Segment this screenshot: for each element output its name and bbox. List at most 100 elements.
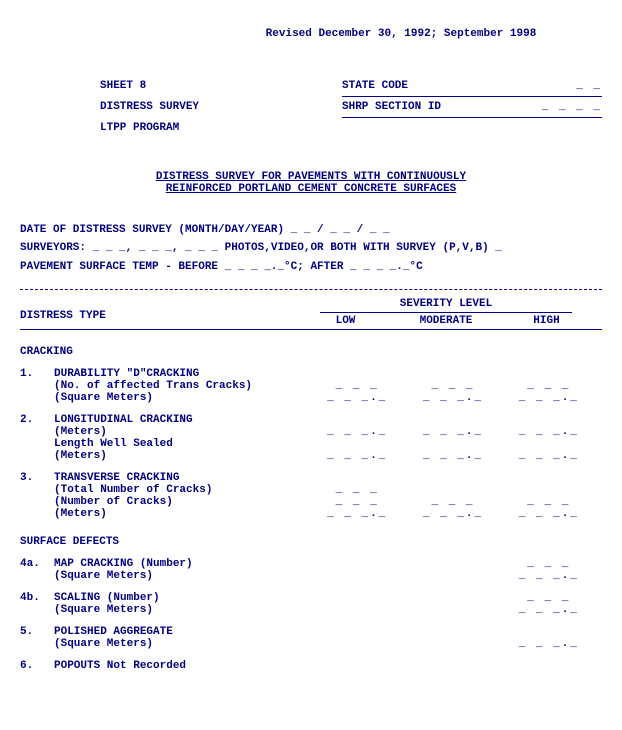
blank-cell (310, 438, 404, 450)
item-line-label: MAP CRACKING (Number) (54, 558, 304, 570)
item-line-cells: _ _ _._ (304, 570, 602, 582)
item-line: LONGITUDINAL CRACKING (54, 414, 602, 426)
item-line: (Meters)_ _ _.__ _ _.__ _ _._ (54, 426, 602, 438)
blank-cell (406, 660, 500, 672)
blank-cell (502, 660, 596, 672)
blank-cell: _ _ _ (406, 380, 500, 392)
item-line: (No. of affected Trans Cracks)_ _ __ _ _… (54, 380, 602, 392)
item-number: 6. (20, 660, 54, 672)
item-line-cells: _ _ _._ (304, 604, 602, 616)
blank-cell (310, 472, 404, 484)
blank-cell (502, 438, 596, 450)
blank-cell (406, 438, 500, 450)
item-line: SCALING (Number) _ _ _ (54, 592, 602, 604)
blank-cell: _ _ _ (310, 496, 404, 508)
blank-cell: _ _ _._ (502, 392, 596, 404)
surveyors-field: SURVEYORS: _ _ _, _ _ _, _ _ _ PHOTOS,VI… (20, 242, 502, 254)
ltpp-label: LTPP PROGRAM (100, 122, 179, 134)
blank-cell: _ _ _ (502, 380, 596, 392)
item-body: TRANSVERSE CRACKING(Total Number of Crac… (54, 472, 602, 520)
temp-field: PAVEMENT SURFACE TEMP - BEFORE _ _ _ _._… (20, 261, 423, 273)
blank-cell (310, 592, 404, 604)
blank-cell: _ _ _._ (502, 450, 596, 462)
item-number: 5. (20, 626, 54, 650)
title-line2: REINFORCED PORTLAND CEMENT CONCRETE SURF… (166, 183, 456, 195)
item-number: 2. (20, 414, 54, 462)
item-line-label: (Square Meters) (54, 392, 304, 404)
distress-item: 6.POPOUTS Not Recorded (20, 660, 602, 672)
severity-rule (320, 312, 572, 313)
col-low: LOW (296, 315, 395, 327)
item-line-cells: _ _ _.__ _ _.__ _ _._ (304, 426, 602, 438)
item-line: (Meters)_ _ _.__ _ _.__ _ _._ (54, 450, 602, 462)
distress-item: 5.POLISHED AGGREGATE(Square Meters)_ _ _… (20, 626, 602, 650)
blank-cell: _ _ _ (502, 558, 596, 570)
item-line: TRANSVERSE CRACKING (54, 472, 602, 484)
item-line-cells: _ _ _.__ _ _.__ _ _._ (304, 450, 602, 462)
item-line: (Square Meters)_ _ _.__ _ _.__ _ _._ (54, 392, 602, 404)
item-line-label: (No. of affected Trans Cracks) (54, 380, 304, 392)
distress-item: 2.LONGITUDINAL CRACKING(Meters)_ _ _.__ … (20, 414, 602, 462)
blank-cell (310, 660, 404, 672)
item-body: DURABILITY "D"CRACKING(No. of affected T… (54, 368, 602, 404)
item-line-label: (Square Meters) (54, 570, 304, 582)
item-line-label: POLISHED AGGREGATE (54, 626, 304, 638)
item-line-label: POPOUTS Not Recorded (54, 660, 304, 672)
item-body: MAP CRACKING (Number) _ _ _ (Square Meters… (54, 558, 602, 582)
item-body: POPOUTS Not Recorded (54, 660, 602, 672)
item-line-cells: _ _ __ _ __ _ _ (304, 380, 602, 392)
blank-cell: _ _ _._ (310, 426, 404, 438)
item-number: 4a. (20, 558, 54, 582)
section-heading: CRACKING (20, 346, 602, 358)
blank-cell (310, 570, 404, 582)
shrp-id-row: SHRP SECTION ID _ _ _ _ (342, 97, 602, 118)
section-heading: SURFACE DEFECTS (20, 536, 602, 548)
blank-cell (310, 626, 404, 638)
item-line-label: (Square Meters) (54, 604, 304, 616)
blank-cell: _ _ _._ (502, 508, 596, 520)
blank-cell (502, 472, 596, 484)
item-line-label: LONGITUDINAL CRACKING (54, 414, 304, 426)
severity-wrap: SEVERITY LEVEL LOW MODERATE HIGH (290, 298, 602, 327)
distress-item: 4b.SCALING (Number)_ _ _(Square Meters)_… (20, 592, 602, 616)
item-line: MAP CRACKING (Number) _ _ _ (54, 558, 602, 570)
item-line-label: SCALING (Number) (54, 592, 304, 604)
blank-cell (310, 368, 404, 380)
blank-cell (406, 638, 500, 650)
blank-cell: _ _ _ (502, 592, 596, 604)
item-line-cells: _ _ _.__ _ _.__ _ _._ (304, 508, 602, 520)
item-line-label: TRANSVERSE CRACKING (54, 472, 304, 484)
blank-cell: _ _ _._ (310, 508, 404, 520)
item-line-cells (304, 626, 602, 638)
header-left: SHEET 8 DISTRESS SURVEY LTPP PROGRAM (100, 76, 199, 139)
item-line-cells: _ _ _ (304, 558, 602, 570)
header-right: STATE CODE _ _ SHRP SECTION ID _ _ _ _ (342, 76, 602, 139)
revised-line: Revised December 30, 1992; September 199… (20, 28, 602, 40)
blank-cell: _ _ _._ (310, 450, 404, 462)
blank-cell: _ _ _._ (406, 392, 500, 404)
blank-cell (310, 414, 404, 426)
blank-cell (406, 484, 500, 496)
item-line-cells: _ _ _ (304, 484, 602, 496)
item-line: (Square Meters)_ _ _._ (54, 604, 602, 616)
item-line: (Total Number of Cracks)_ _ _ (54, 484, 602, 496)
item-line-label: Length Well Sealed (54, 438, 304, 450)
item-line-cells (304, 414, 602, 426)
blank-cell: _ _ _._ (310, 392, 404, 404)
item-line: (Meters)_ _ _.__ _ _.__ _ _._ (54, 508, 602, 520)
blank-cell (502, 368, 596, 380)
blank-cell (406, 626, 500, 638)
distress-item: 3.TRANSVERSE CRACKING(Total Number of Cr… (20, 472, 602, 520)
item-line: (Square Meters)_ _ _._ (54, 638, 602, 650)
blank-cell (502, 414, 596, 426)
blank-cell: _ _ _ (310, 484, 404, 496)
sheet-label: SHEET 8 (100, 80, 146, 92)
blank-cell (406, 414, 500, 426)
item-body: POLISHED AGGREGATE(Square Meters)_ _ _._ (54, 626, 602, 650)
severity-label: SEVERITY LEVEL (290, 298, 602, 310)
blank-cell (502, 626, 596, 638)
distress-item: 1.DURABILITY "D"CRACKING(No. of affected… (20, 368, 602, 404)
item-body: LONGITUDINAL CRACKING(Meters)_ _ _.__ _ … (54, 414, 602, 462)
blank-cell: _ _ _._ (406, 508, 500, 520)
col-moderate: MODERATE (397, 315, 496, 327)
